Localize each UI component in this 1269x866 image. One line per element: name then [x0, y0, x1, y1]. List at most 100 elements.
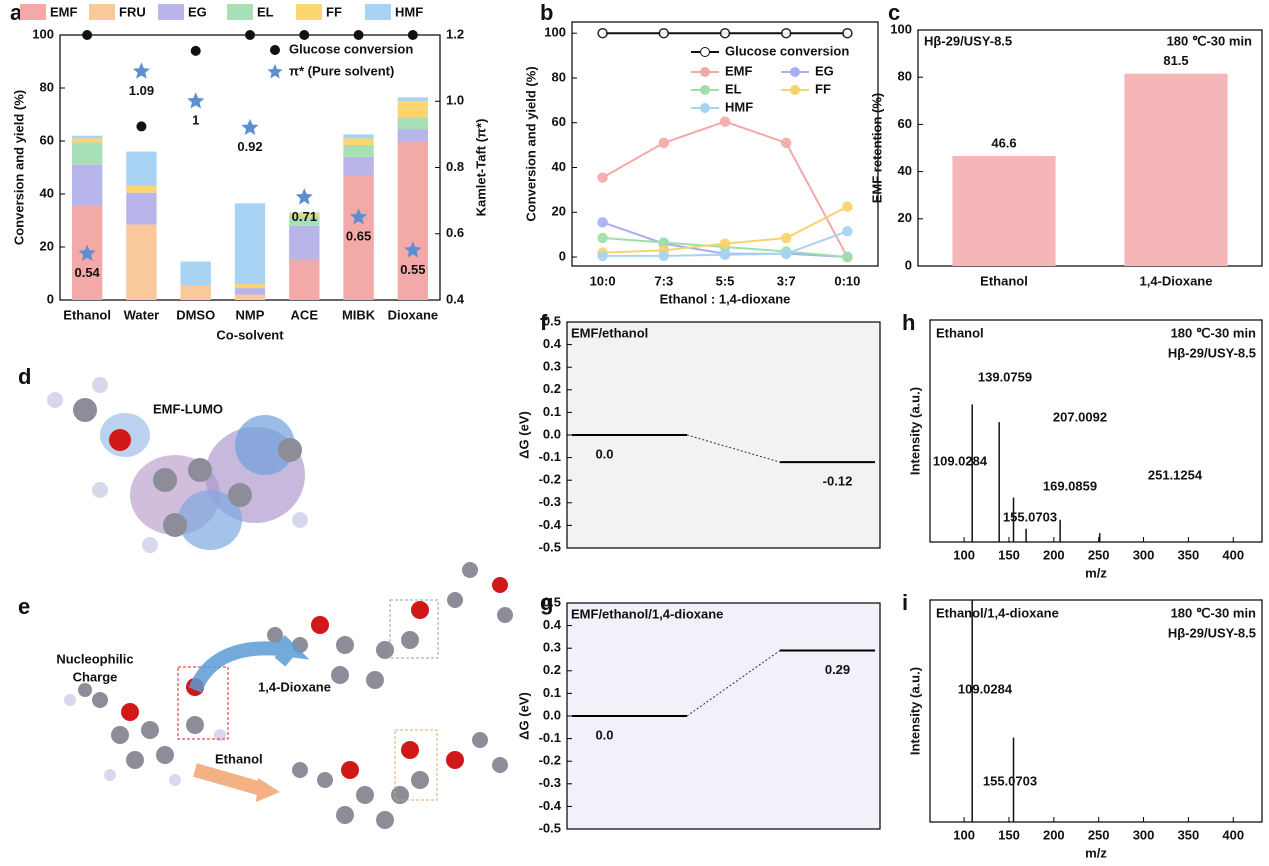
point-marker — [842, 201, 853, 212]
legend-label: EG — [188, 4, 207, 19]
legend-label: Glucose conversion — [289, 41, 413, 56]
level-label: 0.29 — [825, 662, 850, 677]
bar-segment — [397, 141, 429, 300]
data-label: 0.55 — [400, 262, 425, 277]
bar-segment — [289, 212, 320, 214]
legend-label: EG — [815, 63, 834, 78]
bar-segment — [71, 164, 103, 206]
point-marker — [842, 251, 853, 263]
y-axis-title: EMF retention (%) — [869, 93, 884, 204]
y-tick-label: 0 — [905, 257, 912, 272]
panel-title: EMF/ethanol/1,4-dioxane — [571, 606, 723, 621]
y-tick-label: 100 — [32, 26, 54, 41]
point-marker — [597, 250, 608, 262]
bar — [952, 156, 1056, 266]
bar-segment — [71, 138, 103, 143]
y-tick-label: 100 — [890, 21, 912, 36]
data-label: 46.6 — [991, 135, 1016, 150]
x-tick-label: MIBK — [342, 307, 376, 322]
annotation: 180 ℃-30 min — [1167, 33, 1252, 48]
point-marker — [719, 27, 731, 39]
peak-label: 207.0092 — [1053, 409, 1107, 424]
panel-title: Ethanol/1,4-dioxane — [936, 605, 1059, 620]
star-marker — [295, 188, 313, 205]
point-marker — [719, 116, 731, 127]
bar-segment — [397, 97, 429, 102]
level-label: 0.0 — [595, 446, 613, 461]
bar-segment — [343, 156, 374, 176]
legend-label: FF — [815, 81, 831, 96]
star-marker — [350, 208, 368, 225]
connector — [686, 650, 781, 717]
annotation: 180 ℃-30 min — [1171, 325, 1256, 340]
y-tick-label: 0.6 — [446, 225, 464, 240]
data-label: 81.5 — [1163, 53, 1188, 68]
star-marker — [404, 241, 422, 258]
legend-label: EL — [257, 4, 274, 19]
bar-segment — [343, 134, 374, 139]
point-marker — [780, 27, 792, 39]
data-label: 0.92 — [237, 139, 262, 154]
star-marker — [187, 92, 205, 109]
y2-axis-title: Kamlet-Taft (π*) — [473, 119, 488, 217]
y-tick-label: 40 — [552, 159, 566, 174]
dot-marker — [407, 30, 418, 40]
y-axis-title: Conversion and yield (%) — [523, 66, 538, 221]
peak-label: 155.0703 — [983, 773, 1037, 788]
panel-letter: b — [540, 0, 553, 25]
y-tick-label: 0.4 — [446, 291, 465, 306]
bar-segment — [126, 224, 157, 300]
legend-marker — [700, 103, 710, 113]
panel-letter: e — [18, 594, 30, 619]
x-tick-label: 0:10 — [834, 273, 860, 288]
bar-segment — [343, 175, 374, 300]
y-tick-label: -0.1 — [539, 449, 561, 464]
y-tick-label: 0.1 — [543, 404, 561, 419]
data-label: 1.09 — [129, 83, 154, 98]
arrow-label: 1,4-Dioxane — [258, 679, 331, 694]
bar-segment — [126, 151, 157, 187]
molecule-label: Nucleophilic — [56, 651, 133, 666]
point-marker — [842, 226, 853, 237]
point-marker — [597, 232, 608, 244]
bar-segment — [126, 186, 157, 193]
x-axis-title: m/z — [1085, 565, 1107, 580]
legend-marker — [267, 64, 283, 79]
bar-segment — [289, 216, 320, 226]
panel-title: EMF/ethanol — [571, 325, 648, 340]
point-marker — [658, 137, 670, 149]
y-axis-title: ΔG (eV) — [516, 692, 531, 740]
peak-label: 155.0703 — [1003, 509, 1057, 524]
data-label: 0.71 — [292, 209, 317, 224]
level-label: 0.0 — [595, 727, 613, 742]
x-tick-label: 1,4-Dioxane — [1140, 273, 1213, 288]
data-label: 1 — [192, 113, 199, 128]
y-tick-label: 0 — [559, 248, 566, 263]
x-axis-title: Ethanol : 1,4-dioxane — [660, 291, 791, 306]
y-tick-label: -0.5 — [539, 539, 561, 554]
y-tick-label: -0.4 — [539, 798, 562, 813]
x-tick-label: 300 — [1133, 827, 1155, 842]
y-tick-label: 0 — [47, 291, 54, 306]
x-tick-label: 300 — [1133, 547, 1155, 562]
legend-label: FRU — [119, 4, 146, 19]
level-label: -0.12 — [823, 474, 853, 489]
y-axis-title: Conversion and yield (%) — [11, 90, 26, 245]
panel-letter: h — [902, 310, 915, 335]
y-axis-title: Intensity (a.u.) — [907, 387, 922, 475]
legend-label: EMF — [725, 63, 753, 78]
series-line — [602, 120, 849, 258]
star-marker — [132, 62, 150, 79]
star-marker — [241, 118, 259, 135]
y-tick-label: 0.4 — [543, 336, 562, 351]
point-marker — [842, 27, 853, 39]
y-tick-label: -0.3 — [539, 494, 561, 509]
dot-marker — [82, 30, 93, 40]
y-tick-label: 20 — [40, 238, 54, 253]
y-tick-label: 0.5 — [543, 594, 561, 609]
y-tick-label: 0.3 — [543, 640, 561, 655]
peak-label: 109.0284 — [958, 681, 1013, 696]
legend-label: HMF — [395, 4, 423, 19]
x-tick-label: Ethanol — [980, 273, 1028, 288]
legend-label: Glucose conversion — [725, 43, 849, 58]
